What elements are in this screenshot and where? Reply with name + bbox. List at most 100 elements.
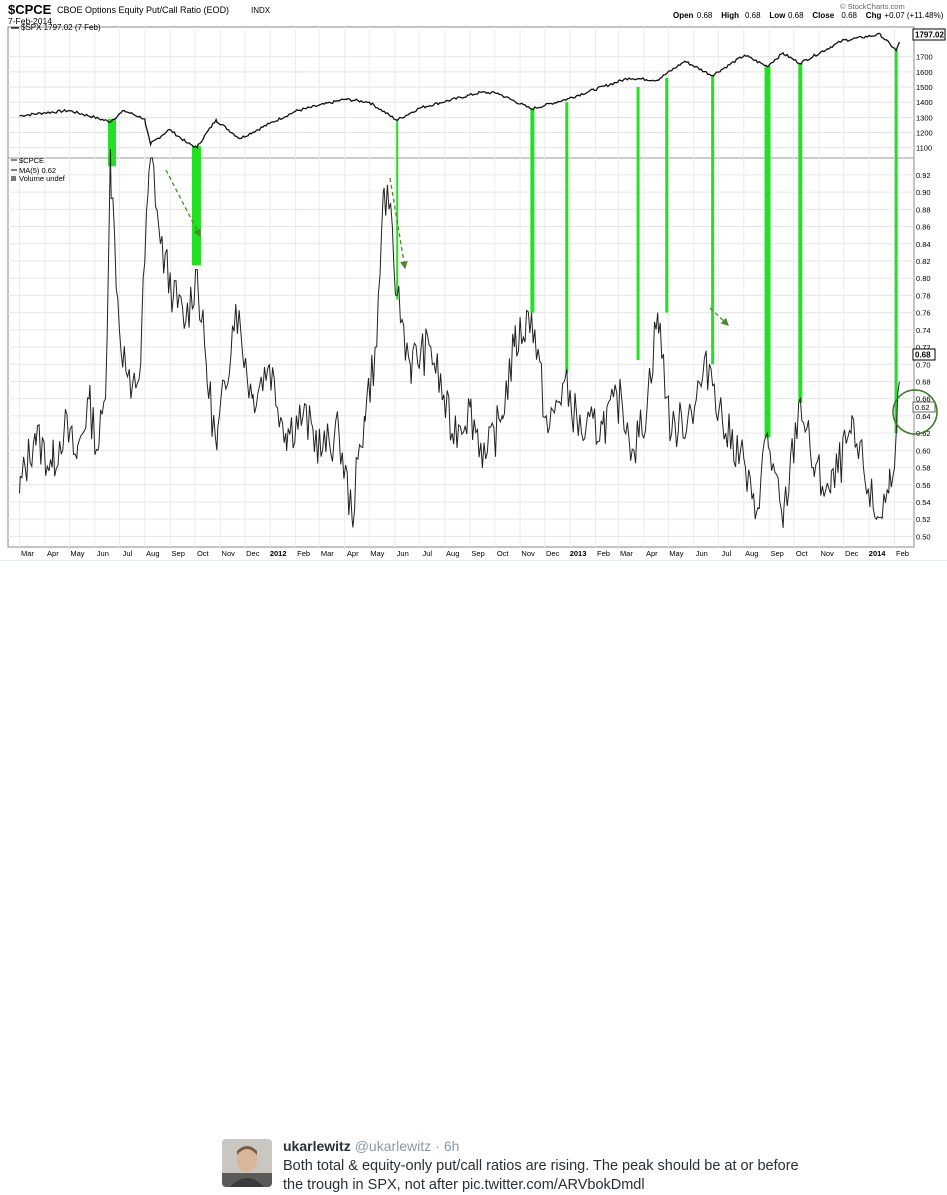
- highlight-bars: [108, 49, 898, 438]
- cpce-tick-label: 0.92: [916, 171, 931, 180]
- volume-legend: Volume undef: [19, 174, 66, 183]
- x-tick-label: Nov: [820, 549, 834, 558]
- x-tick-label: Mar: [321, 549, 334, 558]
- x-tick-label: Mar: [21, 549, 34, 558]
- highlight-bar: [798, 62, 803, 403]
- axis-labels: 1100 1200 1300 1400 1500 1600 1700 0.50 0.52 0.54…: [21, 53, 933, 558]
- quote-value: 0.68: [841, 11, 857, 20]
- grid-layer: [8, 27, 914, 547]
- x-tick-label: Jun: [397, 549, 409, 558]
- x-tick-label: Mar: [620, 549, 633, 558]
- quote-label: Chg: [866, 11, 882, 20]
- stockcharts-chart-image: 1100 1200 1300 1400 1500 1600 1700 0.50 0.52 0.54…: [0, 0, 947, 560]
- cpce-tick-label: 0.50: [916, 532, 931, 541]
- x-tick-label: Dec: [546, 549, 560, 558]
- cpce-last-value: 0.68: [915, 351, 931, 360]
- x-tick-label: Apr: [646, 549, 658, 558]
- annotation-arrow: [165, 169, 201, 238]
- x-tick-label: Feb: [896, 549, 909, 558]
- author-name[interactable]: ukarlewitz: [283, 1138, 351, 1154]
- cpce-tick-label: 0.84: [916, 240, 931, 249]
- separator-dot: ·: [435, 1138, 440, 1154]
- quote-label: High: [721, 11, 739, 20]
- annotation-arrows: [165, 169, 729, 326]
- chart-symbol: $CPCE: [8, 2, 52, 17]
- quote-label: Close: [812, 11, 834, 20]
- chart-exchange: INDX: [251, 6, 271, 15]
- x-tick-label: Sep: [172, 549, 185, 558]
- quote-value: 0.68: [788, 11, 804, 20]
- spx-tick-label: 1700: [916, 53, 933, 62]
- cpce-tick-label: 0.64: [916, 412, 931, 421]
- spx-tick-label: 1400: [916, 98, 933, 107]
- highlight-bar: [565, 102, 569, 373]
- tweet-card: ukarlewitz @ukarlewitz · 6h Both total & eq…: [0, 560, 947, 1193]
- x-tick-label: May: [370, 549, 384, 558]
- ma-last-value: 0.62: [915, 403, 930, 412]
- spx-legend: $SPX 1797.02 (7 Feb): [21, 23, 101, 32]
- cpce-last-badge: [912, 348, 936, 361]
- cpce-tick-label: 0.58: [916, 464, 931, 473]
- highlight-bar: [530, 108, 535, 313]
- ma-legend: MA(5) 0.62: [19, 166, 56, 175]
- spx-series: [19, 32, 901, 149]
- highlight-bar: [108, 118, 117, 167]
- cpce-legend: $CPCE: [19, 156, 44, 165]
- quote-label: Low: [769, 11, 786, 20]
- cpce-tick-label: 0.76: [916, 309, 931, 318]
- quote-row: Open 0.68 High 0.68 Low 0.68 Close 0.68 Chg +0.07…: [673, 11, 944, 20]
- x-tick-label: Feb: [297, 549, 310, 558]
- cpce-tick-label: 0.72: [916, 343, 931, 352]
- cpce-tick-label: 0.82: [916, 257, 931, 266]
- cpce-tick-label: 0.86: [916, 223, 931, 232]
- highlight-bar: [711, 74, 715, 365]
- spx-tick-label: 1100: [916, 144, 932, 153]
- x-tick-label: Oct: [796, 549, 809, 558]
- cpce-tick-label: 0.52: [916, 515, 931, 524]
- cpce-tick-label: 0.56: [916, 481, 931, 490]
- highlight-bar: [396, 118, 399, 300]
- cpce-tick-label: 0.60: [916, 446, 931, 455]
- cpce-tick-label: 0.88: [916, 205, 931, 214]
- highlight-bar: [191, 146, 201, 266]
- highlight-bar: [636, 87, 640, 360]
- tweet-timestamp[interactable]: 6h: [443, 1138, 460, 1154]
- x-tick-label: Nov: [521, 549, 535, 558]
- tweet-header: ukarlewitz @ukarlewitz · 6h: [283, 1138, 459, 1154]
- cpce-tick-label: 0.62: [916, 429, 931, 438]
- x-tick-label: May: [70, 549, 84, 558]
- spx-tick-label: 1300: [916, 113, 933, 122]
- user-avatar[interactable]: [222, 1139, 272, 1187]
- chart-svg: 1100 1200 1300 1400 1500 1600 1700 0.50 0.52 0.54…: [0, 0, 947, 560]
- x-tick-label: Feb: [597, 549, 610, 558]
- cpce-line: [19, 149, 900, 528]
- x-tick-label: Jul: [123, 549, 133, 558]
- x-tick-label: 2014: [869, 549, 887, 558]
- spx-tick-label: 1200: [916, 129, 933, 138]
- annotation-arrow: [389, 177, 408, 270]
- x-tick-label: Sep: [471, 549, 484, 558]
- quote-value: 0.68: [697, 11, 713, 20]
- cpce-tick-label: 0.68: [916, 377, 931, 386]
- plot-frame: [7, 26, 915, 548]
- x-tick-label: Sep: [770, 549, 783, 558]
- chart-name: CBOE Options Equity Put/Call Ratio (EOD): [57, 5, 229, 15]
- chart-date: 7-Feb-2014: [8, 16, 52, 26]
- spx-tick-label: 1600: [916, 68, 933, 77]
- spx-tick-label: 1500: [916, 83, 933, 92]
- x-tick-label: Aug: [745, 549, 758, 558]
- cpce-tick-label: 0.90: [916, 188, 931, 197]
- highlight-bar: [894, 49, 898, 434]
- x-tick-label: Nov: [222, 549, 236, 558]
- cpce-tick-label: 0.70: [916, 360, 931, 369]
- highlight-circle: [892, 389, 938, 435]
- cpce-tick-label: 0.66: [916, 395, 931, 404]
- copyright-text: © StockCharts.com: [840, 2, 905, 11]
- x-tick-label: Jun: [97, 549, 109, 558]
- x-tick-label: Aug: [446, 549, 459, 558]
- x-tick-label: 2012: [270, 549, 287, 558]
- x-tick-label: Oct: [497, 549, 510, 558]
- cpce-tick-label: 0.54: [916, 498, 931, 507]
- x-tick-label: May: [669, 549, 683, 558]
- author-handle[interactable]: @ukarlewitz: [354, 1138, 432, 1154]
